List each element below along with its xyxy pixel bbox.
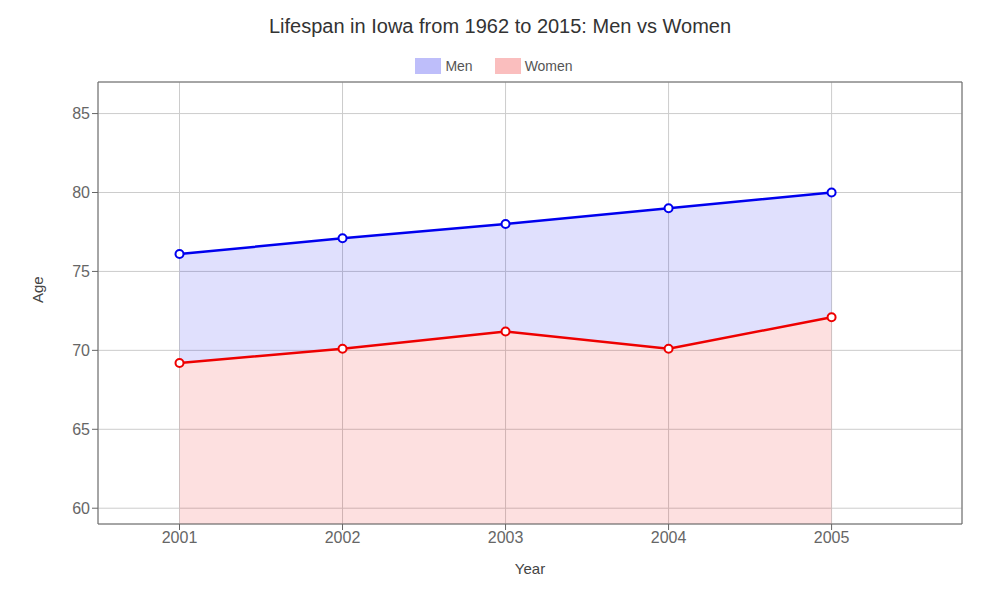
svg-text:60: 60 xyxy=(72,500,90,517)
svg-text:70: 70 xyxy=(72,342,90,359)
html-text:Men: Men xyxy=(445,58,473,74)
html-text:Lifespan in Iowa from 1962 to: Lifespan in Iowa from 1962 to 2015: Men … xyxy=(268,15,731,37)
svg-text:2001: 2001 xyxy=(162,529,198,546)
html-text:Women: Women xyxy=(524,58,573,74)
svg-text:2004: 2004 xyxy=(651,529,687,546)
svg-text:2002: 2002 xyxy=(325,529,361,546)
svg-text:2005: 2005 xyxy=(814,529,850,546)
svg-text:75: 75 xyxy=(72,263,90,280)
svg-text:65: 65 xyxy=(72,421,90,438)
svg-text:80: 80 xyxy=(72,184,90,201)
svg-text:Year: Year xyxy=(515,560,545,577)
svg-text:2003: 2003 xyxy=(488,529,524,546)
svg-text:85: 85 xyxy=(72,105,90,122)
svg-text:Age: Age xyxy=(29,276,46,303)
